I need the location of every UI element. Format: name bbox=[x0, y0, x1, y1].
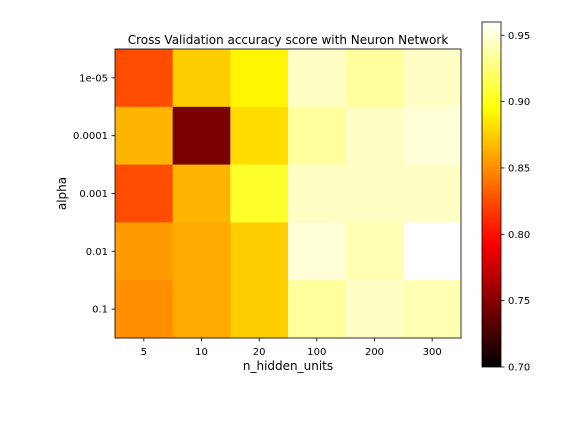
y-tick-label: 0.0001 bbox=[73, 131, 108, 142]
x-tick-label: 10 bbox=[195, 347, 208, 358]
heatmap-cell bbox=[288, 164, 347, 223]
heatmap-cell bbox=[172, 106, 231, 166]
heatmap-cell bbox=[345, 106, 404, 166]
heatmap-cell bbox=[172, 49, 231, 108]
colorbar-tick-label: 0.95 bbox=[508, 31, 530, 42]
heatmap-cell bbox=[115, 280, 174, 339]
x-tick-label: 5 bbox=[141, 347, 147, 358]
x-axis: 5 10 20 100 200 300 bbox=[141, 338, 442, 358]
heatmap-cell bbox=[172, 222, 231, 281]
colorbar-tick-label: 0.90 bbox=[508, 97, 530, 108]
heatmap-cell bbox=[172, 280, 231, 339]
y-tick-label: 0.001 bbox=[79, 189, 108, 200]
heatmap-cell bbox=[403, 106, 462, 166]
heatmap-cell bbox=[403, 222, 462, 281]
heatmap-cell bbox=[230, 222, 289, 281]
y-tick-label: 0.1 bbox=[92, 305, 108, 316]
colorbar bbox=[481, 21, 502, 368]
heatmap-cell bbox=[345, 164, 404, 223]
heatmap-cell bbox=[230, 280, 289, 339]
heatmap-cell bbox=[288, 49, 347, 108]
heatmap-cells bbox=[115, 49, 462, 339]
heatmap-cell bbox=[230, 164, 289, 223]
heatmap-cell bbox=[288, 280, 347, 339]
x-tick-label: 300 bbox=[423, 347, 442, 358]
heatmap-cell bbox=[345, 49, 404, 108]
heatmap-cell bbox=[403, 164, 462, 223]
x-tick-label: 100 bbox=[307, 347, 326, 358]
y-axis: 1e-05 0.0001 0.001 0.01 0.1 bbox=[73, 73, 115, 316]
colorbar-tick-label: 0.80 bbox=[508, 230, 530, 241]
heatmap-cell bbox=[172, 164, 231, 223]
heatmap-cell bbox=[345, 280, 404, 339]
y-axis-label: alpha bbox=[55, 177, 69, 210]
heatmap-cell bbox=[115, 106, 174, 166]
heatmap-cell bbox=[403, 49, 462, 108]
colorbar-tick-label: 0.85 bbox=[508, 163, 530, 174]
heatmap-cell bbox=[345, 222, 404, 281]
heatmap-cell bbox=[115, 164, 174, 223]
colorbar-ticks: 0.70 0.75 0.80 0.85 0.90 0.95 bbox=[501, 31, 530, 374]
heatmap-cell bbox=[230, 106, 289, 166]
heatmap-cell bbox=[288, 222, 347, 281]
y-tick-label: 0.01 bbox=[86, 247, 108, 258]
heatmap-cell bbox=[115, 49, 174, 108]
heatmap-cell bbox=[403, 280, 462, 339]
x-tick-label: 200 bbox=[365, 347, 384, 358]
colorbar-tick-label: 0.70 bbox=[508, 363, 530, 374]
heatmap-cell bbox=[115, 222, 174, 281]
x-axis-label: n_hidden_units bbox=[243, 359, 333, 373]
x-tick-label: 20 bbox=[253, 347, 266, 358]
y-tick-label: 1e-05 bbox=[79, 73, 108, 84]
heatmap-cell bbox=[288, 106, 347, 166]
colorbar-tick-label: 0.75 bbox=[508, 296, 530, 307]
chart-title: Cross Validation accuracy score with Neu… bbox=[128, 33, 449, 47]
heatmap-cell bbox=[230, 49, 289, 108]
